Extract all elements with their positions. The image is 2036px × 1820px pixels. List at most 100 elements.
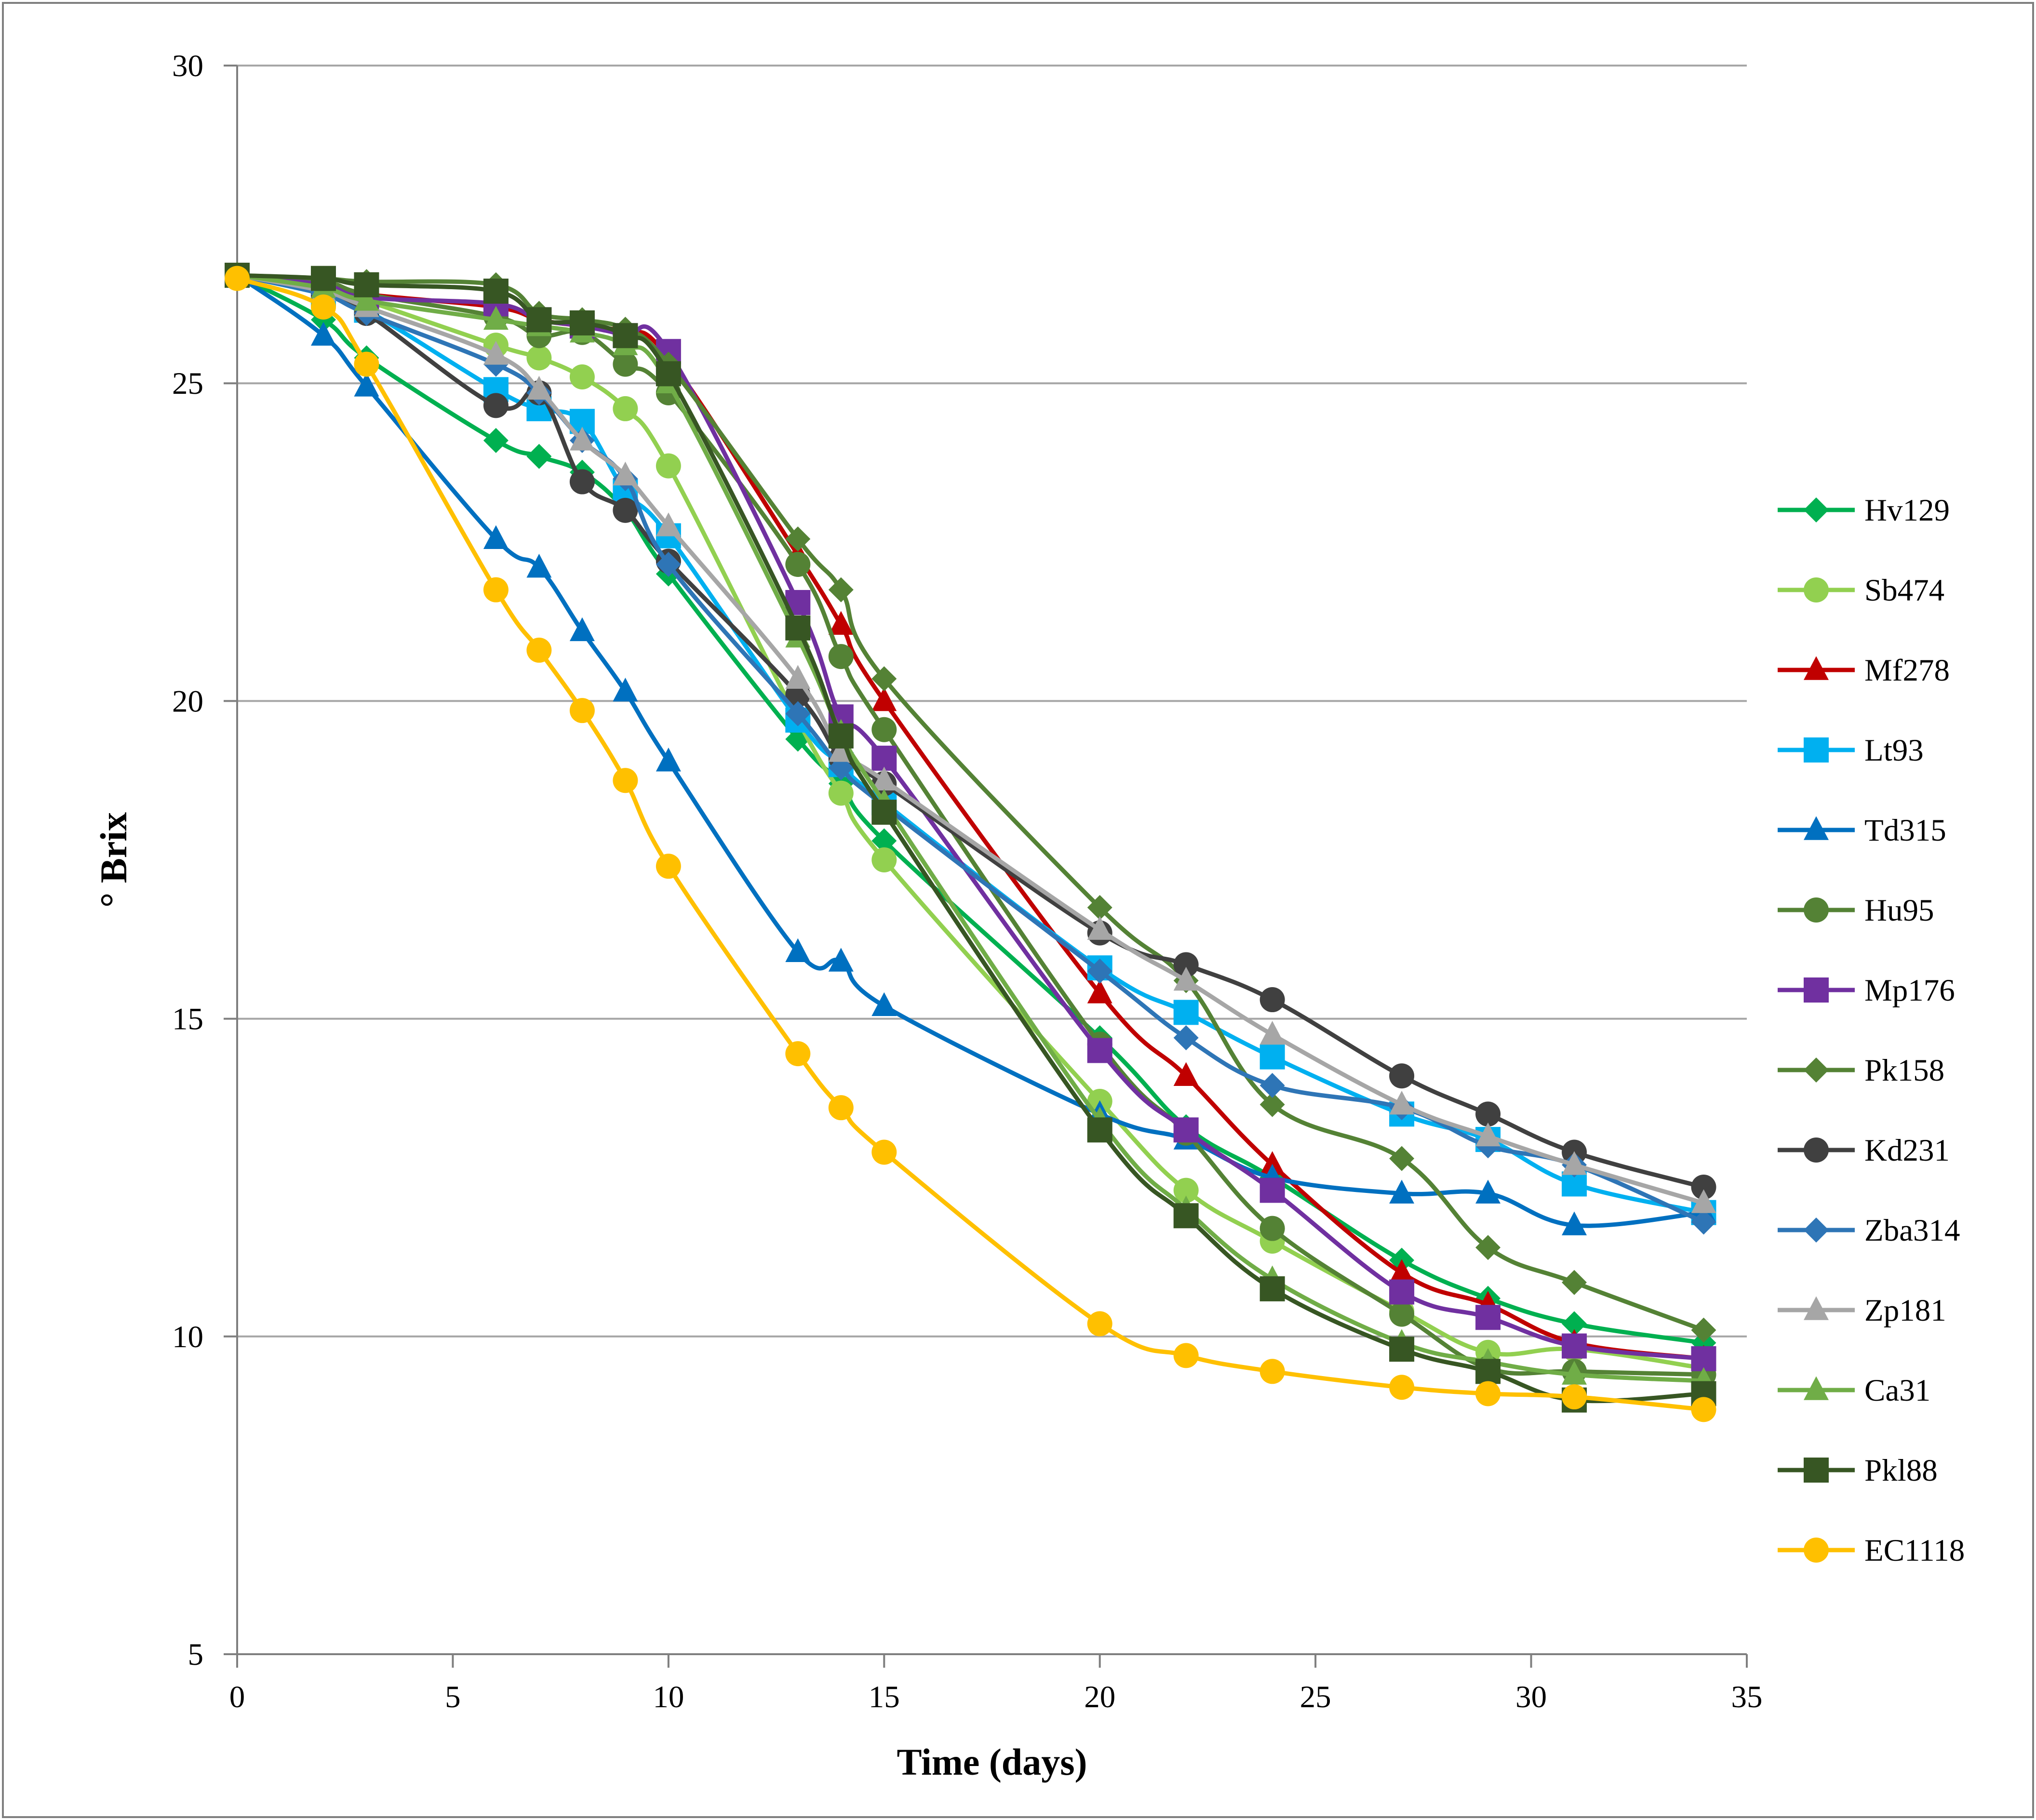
legend-swatch-marker [1804, 1138, 1829, 1163]
legend-item-ec1118: EC1118 [1778, 1533, 1965, 1568]
data-point [569, 310, 595, 335]
data-point [1259, 1178, 1285, 1203]
x-tick-label: 20 [1084, 1680, 1115, 1714]
data-point [483, 577, 509, 602]
data-point [1259, 1020, 1285, 1045]
legend-swatch-marker [1804, 897, 1829, 923]
legend-label: Zba314 [1864, 1213, 1960, 1248]
series-mp176 [225, 263, 1716, 1371]
data-point [1173, 1343, 1199, 1368]
legend-item-mf278: Mf278 [1778, 653, 1950, 688]
data-point [569, 364, 595, 390]
data-point [1562, 1270, 1587, 1295]
data-point [828, 611, 854, 635]
data-point [1562, 1151, 1587, 1175]
series-layer [225, 261, 1716, 1422]
data-point [354, 373, 379, 397]
legend-label: Td315 [1864, 813, 1946, 848]
data-point [613, 461, 638, 486]
series-line [237, 273, 1704, 1377]
y-tick-label: 20 [172, 684, 203, 719]
data-point [526, 553, 552, 578]
data-point [613, 678, 638, 702]
data-point [1389, 1179, 1415, 1204]
data-point [1475, 1179, 1501, 1204]
legend-swatch-marker [1804, 977, 1829, 1003]
data-point [1389, 1090, 1415, 1115]
legend-layer: Hv129 Sb474 Mf278 Lt93 Td315 Hu95 Mp176 Pk158 Kd… [1778, 493, 1965, 1568]
data-point [1173, 1203, 1199, 1229]
data-point [310, 266, 336, 291]
series-lt93 [225, 263, 1716, 1225]
data-point [871, 746, 897, 771]
y-tick-label: 15 [172, 1002, 203, 1037]
data-point [1087, 1117, 1112, 1143]
data-point [1691, 1209, 1716, 1235]
series-line [237, 273, 1705, 1332]
data-point [1087, 979, 1112, 1004]
x-axis-title: Time (days) [897, 1741, 1087, 1783]
series-hu95 [225, 263, 1716, 1387]
data-point [1691, 1346, 1716, 1371]
data-point [613, 323, 638, 348]
series-td315 [225, 261, 1716, 1235]
legend-item-zp181: Zp181 [1778, 1293, 1946, 1328]
data-point [1475, 1359, 1501, 1384]
data-point [1173, 966, 1199, 991]
data-point [526, 443, 552, 469]
x-tick-label: 0 [229, 1680, 245, 1714]
data-point [526, 307, 552, 333]
legend-label: EC1118 [1864, 1533, 1965, 1568]
legend-item-zba314: Zba314 [1778, 1213, 1960, 1248]
data-point [1259, 1151, 1285, 1175]
data-point [1259, 1073, 1285, 1098]
legend-swatch-marker [1804, 1057, 1829, 1083]
legend-item-sb474: Sb474 [1778, 573, 1944, 608]
data-point [526, 637, 552, 663]
data-point [310, 294, 336, 320]
data-point [656, 551, 681, 577]
data-point [1691, 1174, 1716, 1200]
data-point [1389, 1146, 1415, 1171]
data-point [1173, 1178, 1199, 1203]
data-point [1562, 1361, 1587, 1385]
legend-swatch-marker [1804, 1376, 1829, 1400]
data-point [613, 497, 638, 523]
y-axis-title: ° Brix [93, 812, 134, 908]
legend-item-pkl88: Pkl88 [1778, 1453, 1938, 1488]
legend-item-pk158: Pk158 [1778, 1053, 1944, 1088]
y-tick-label: 10 [172, 1320, 203, 1354]
legend-label: Zp181 [1864, 1293, 1946, 1328]
data-point [871, 1139, 897, 1165]
data-point [1087, 916, 1112, 940]
data-point [1259, 1044, 1285, 1070]
data-point [613, 351, 638, 377]
data-point [569, 698, 595, 723]
x-tick-label: 5 [445, 1680, 461, 1714]
data-point [871, 847, 897, 872]
data-point [871, 687, 897, 711]
series-zp181 [225, 261, 1716, 1213]
data-point [1389, 1301, 1415, 1327]
data-point [483, 393, 509, 418]
data-point [656, 854, 681, 879]
legend-swatch-marker [1804, 737, 1829, 763]
legend-label: Pkl88 [1864, 1453, 1938, 1488]
data-point [871, 766, 897, 790]
legend-item-td315: Td315 [1778, 813, 1946, 848]
data-point [1562, 1311, 1587, 1337]
data-point [1087, 1038, 1112, 1063]
legend-swatch-marker [1804, 1296, 1829, 1320]
data-point [1475, 1381, 1501, 1406]
data-point [483, 428, 509, 453]
legend-label: Mf278 [1864, 653, 1950, 688]
data-point [828, 780, 854, 806]
x-tick-label: 30 [1515, 1680, 1547, 1714]
x-tick-label: 35 [1731, 1680, 1763, 1714]
data-point [483, 525, 509, 549]
data-point [1389, 1063, 1415, 1089]
data-point [1259, 1276, 1285, 1301]
